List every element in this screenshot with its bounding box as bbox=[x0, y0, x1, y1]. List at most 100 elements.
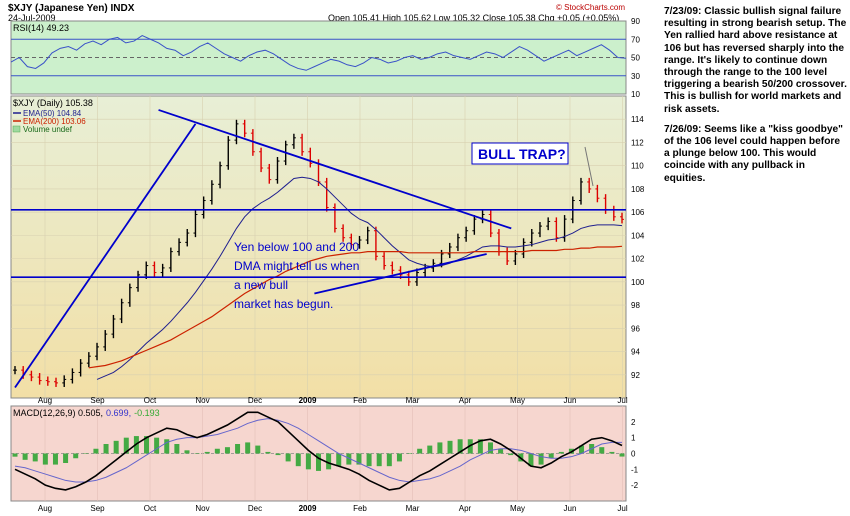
price-x-tick-label: Apr bbox=[459, 396, 472, 405]
rsi-legend: RSI(14) 49.23 bbox=[13, 23, 69, 33]
price-tick-label: 114 bbox=[631, 115, 644, 124]
macd-tick-label: 2 bbox=[631, 418, 636, 427]
macd-tick-label: 1 bbox=[631, 434, 636, 443]
ohlc-readout: Open 105.41 High 105.62 Low 105.32 Close… bbox=[328, 13, 620, 23]
price-tick-label: 104 bbox=[631, 231, 645, 240]
macd-tick-label: 0 bbox=[631, 450, 636, 459]
note-2: 7/26/09: Seems like a "kiss goodbye" of … bbox=[664, 123, 843, 184]
price-tick-label: 112 bbox=[631, 138, 644, 147]
macd-hist-bar bbox=[22, 453, 28, 460]
macd-hist-bar bbox=[437, 442, 443, 454]
price-x-tick-label: Nov bbox=[195, 396, 209, 405]
rsi-tick-label: 50 bbox=[631, 54, 640, 63]
macd-hist-bar bbox=[487, 442, 493, 454]
price-annotations bbox=[11, 109, 626, 389]
macd-hist-bar bbox=[548, 453, 554, 459]
trendline bbox=[314, 253, 487, 295]
macd-hist-bar bbox=[214, 448, 220, 454]
price-tick-label: 98 bbox=[631, 301, 640, 310]
macd-hist-bar bbox=[609, 451, 615, 454]
macd-x-tick-label: Apr bbox=[459, 504, 472, 513]
bull-trap-pointer bbox=[584, 146, 594, 187]
macd-signal-line bbox=[14, 418, 623, 483]
macd-hist-bar bbox=[83, 453, 89, 454]
macd-hist-bar bbox=[305, 453, 311, 470]
price-x-tick-label: Jul bbox=[617, 396, 627, 405]
macd-legend: MACD(12,26,9) 0.505, 0.699, -0.193 bbox=[13, 408, 160, 418]
macd-hist-bar bbox=[42, 453, 48, 465]
price-ticks: 92 94 96 98 100 102 104 106 108 110 112 114 bbox=[631, 115, 645, 380]
macd-x-tick-label: Aug bbox=[38, 504, 52, 513]
macd-hist-bar bbox=[204, 451, 210, 454]
price-legend: $XJY (Daily) 105.38 EMA(50) 104.84 EMA(2… bbox=[12, 98, 93, 134]
bull-trap-label: BULL TRAP? bbox=[478, 146, 566, 162]
macd-hist-bar bbox=[63, 453, 69, 463]
macd-x-tick-label: Jul bbox=[617, 504, 627, 513]
macd-hist-bar bbox=[396, 453, 402, 462]
macd-hist-bar bbox=[417, 448, 423, 454]
macd-hist-bar bbox=[599, 447, 605, 454]
price-tick-label: 110 bbox=[631, 162, 644, 171]
macd-hist-bar bbox=[528, 453, 534, 467]
macd-hist-bar bbox=[245, 442, 251, 454]
macd-hist-bar bbox=[174, 444, 180, 454]
macd-hist-bar bbox=[265, 451, 271, 454]
macd-hist-bar bbox=[427, 445, 433, 454]
macd-hist-bar bbox=[93, 448, 99, 454]
macd-line bbox=[14, 411, 623, 491]
macd-x-tick-label: 2009 bbox=[299, 504, 317, 513]
macd-hist-bar bbox=[376, 453, 382, 467]
macd-hist-bar bbox=[558, 451, 564, 454]
legend-price: $XJY (Daily) 105.38 bbox=[13, 98, 93, 108]
macd-tick-label: -2 bbox=[631, 481, 639, 490]
macd-x-tick-label: May bbox=[510, 504, 525, 513]
macd-hist-bar bbox=[538, 453, 544, 465]
ema50-line bbox=[96, 176, 623, 380]
macd-x-tick-label: Jun bbox=[564, 504, 577, 513]
macd-hist-bar bbox=[356, 453, 362, 465]
price-x-tick-label: Mar bbox=[406, 396, 420, 405]
note-1: 7/23/09: Classic bullish signal failure … bbox=[664, 6, 847, 115]
macd-hist-bar bbox=[103, 444, 109, 454]
macd-hist-bar bbox=[154, 437, 160, 454]
macd-hist-bar bbox=[336, 453, 342, 467]
macd-x-tick-label: Nov bbox=[195, 504, 209, 513]
macd-hist-bar bbox=[235, 444, 241, 454]
rsi-line bbox=[10, 35, 627, 71]
legend-ema50: EMA(50) 104.84 bbox=[23, 109, 82, 118]
price-x-tick-label: Sep bbox=[90, 396, 105, 405]
macd-hist-bar bbox=[346, 453, 352, 465]
macd-hist-bar bbox=[32, 453, 38, 462]
chart-date: 24-Jul-2009 bbox=[8, 13, 56, 23]
price-x-tick-label: Aug bbox=[38, 396, 52, 405]
price-tick-label: 102 bbox=[631, 255, 645, 264]
macd-hist-bar bbox=[52, 453, 58, 465]
rsi-tick-label: 10 bbox=[631, 90, 640, 99]
rsi-tick-label: 90 bbox=[631, 17, 640, 26]
macd-tick-label: -1 bbox=[631, 465, 639, 474]
rsi-ticks: 10 30 50 70 90 bbox=[631, 17, 640, 99]
price-x-ticks: Aug Sep Oct Nov Dec 2009 Feb Mar Apr May Jun Jul bbox=[38, 396, 628, 405]
macd-hist-bar bbox=[447, 440, 453, 454]
macd-hist-bar bbox=[255, 445, 261, 454]
price-x-tick-label: Dec bbox=[248, 396, 262, 405]
macd-x-tick-label: Mar bbox=[406, 504, 420, 513]
trendline bbox=[14, 123, 197, 389]
macd-hist-bar bbox=[123, 437, 129, 454]
macd-x-tick-label: Feb bbox=[353, 504, 367, 513]
rsi-tick-label: 70 bbox=[631, 35, 640, 44]
copyright-watermark: © StockCharts.com bbox=[556, 3, 626, 12]
rsi-tick-label: 30 bbox=[631, 72, 640, 81]
price-x-tick-label: Jun bbox=[564, 396, 577, 405]
price-x-tick-label: May bbox=[510, 396, 525, 405]
macd-hist-bar bbox=[326, 453, 332, 470]
macd-hist-bar bbox=[295, 453, 301, 467]
price-x-tick-label: Oct bbox=[144, 396, 157, 405]
price-tick-label: 106 bbox=[631, 208, 645, 217]
price-tick-label: 92 bbox=[631, 371, 640, 380]
macd-hist-bar bbox=[113, 440, 119, 454]
price-x-tick-label: 2009 bbox=[299, 396, 317, 405]
annotation-yen-note: Yen below 100 and 200 DMA might tell us … bbox=[234, 240, 363, 311]
macd-ticks: -2 -1 0 1 2 bbox=[631, 418, 639, 490]
